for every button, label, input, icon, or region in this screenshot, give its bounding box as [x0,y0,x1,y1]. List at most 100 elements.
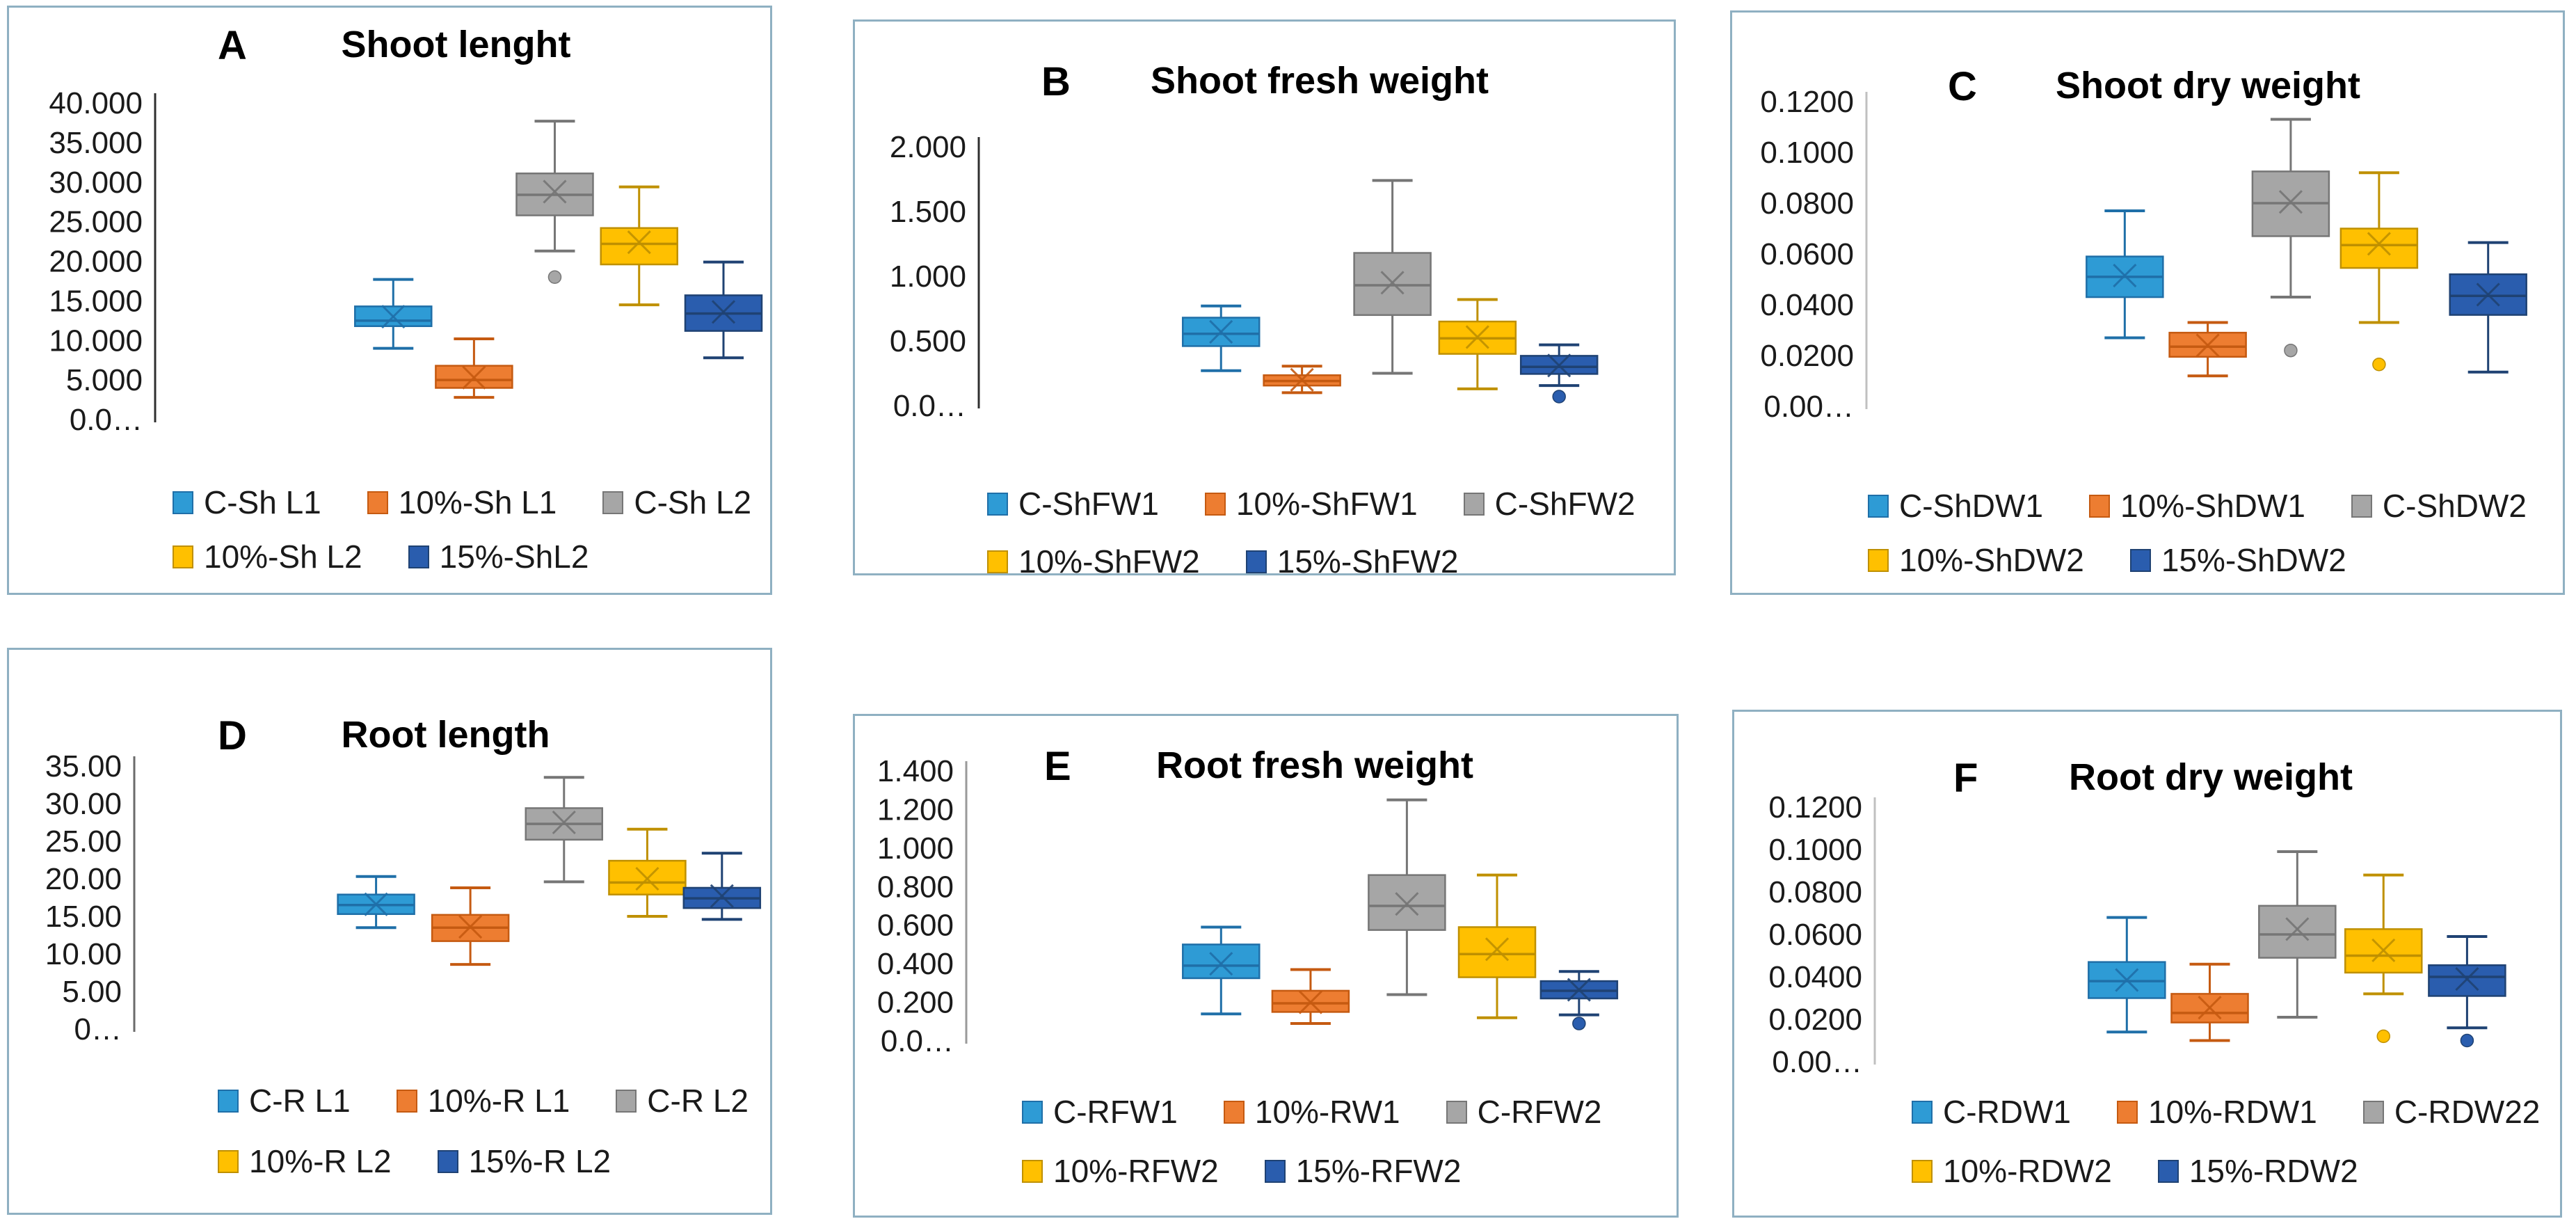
y-tick-label: 0.0800 [1760,186,1854,221]
legend-label: 15%-ShFW2 [1277,543,1459,575]
box-series-2 [1263,365,1341,395]
mean-marker [1380,271,1405,295]
y-tick-label: 1.000 [877,831,954,866]
panel-letter: D [218,713,247,758]
legend-label: 10%-ShFW2 [1018,543,1200,575]
legend-item: 15%-R L2 [437,1142,611,1180]
box-series-3 [2251,118,2330,358]
legend-label: 15%-ShDW2 [2161,542,2346,578]
mean-marker [1290,367,1314,392]
panel-letter: A [218,23,247,68]
box-series-5 [684,260,763,360]
legend-item: 10%-RFW2 [1022,1152,1219,1190]
box-series-5 [2449,241,2527,374]
y-tick-label: 25.000 [49,205,143,239]
box-series-5 [1519,343,1599,404]
legend-label: 10%-RDW1 [2147,1094,2317,1130]
legend-label: 15%-RDW2 [2189,1153,2358,1189]
mean-marker [1567,978,1591,1002]
chart-title: Shoot fresh weight [1151,60,1489,102]
panel-letter: C [1948,64,1977,109]
chart-panel-e: E Root fresh weight 1.400 1.200 1.000 0.800 0.… [853,714,1679,1218]
y-tick-label: 10.00 [45,937,122,971]
legend-swatch [1022,1100,1043,1124]
y-tick-label: 15.000 [49,284,143,318]
box-series-3 [525,776,604,884]
legend-item: C-RDW1 [1912,1093,2071,1131]
legend-swatch [2129,548,2151,572]
box-series-4 [2344,873,2423,1044]
outlier-point [1572,1017,1586,1030]
y-tick-label: 0.800 [877,870,954,904]
legend-swatch [1912,1100,1933,1124]
boxplot-plot: 1.400 1.200 1.000 0.800 0.600 0.400 0.200 0.0… [877,754,1619,1058]
box-series-3 [1368,798,1446,996]
legend-swatch [616,1089,637,1113]
chart-title: Shoot dry weight [2056,65,2360,106]
legend-item: 10%-Sh L1 [367,484,557,521]
legend-item: 15%-RFW2 [1264,1152,1462,1190]
y-tick-label: 35.00 [45,749,122,783]
legend-item: 10%-RDW2 [1912,1152,2112,1190]
boxplot-plot: 0.1200 0.1000 0.0800 0.0600 0.0400 0.0200 0.00… [1768,790,2506,1079]
y-tick-label: 0.00… [1772,1045,1862,1079]
legend-swatch [218,1089,239,1113]
mean-marker [711,300,736,324]
legend-row-1: C-Sh L1 10%-Sh L1 C-Sh L2 [173,484,751,521]
mean-marker [462,365,486,390]
box-series-1 [337,875,415,930]
box-rect [2339,228,2419,269]
legend-swatch [437,1149,458,1173]
legend-row-2: 10%-ShFW2 15%-ShFW2 [987,543,1459,575]
y-tick-label: 0.200 [877,986,954,1020]
y-tick-label: 5.000 [66,363,143,397]
y-tick-label: 0.500 [890,324,966,358]
legend-label: C-RDW1 [1943,1094,2071,1130]
boxplot-plot: 2.000 1.500 1.000 0.500 0.0… [890,130,1599,423]
box-rect [1182,943,1261,980]
legend-item: 10%-RDW1 [2116,1093,2317,1131]
y-tick-label: 15.00 [45,900,122,934]
y-tick-label: 25.00 [45,824,122,859]
legend-swatch [2157,1159,2179,1183]
legend-item: C-ShDW1 [1868,487,2043,525]
legend-label: 10%-Sh L2 [204,539,362,575]
legend-item: C-Sh L2 [602,484,751,521]
y-tick-label: 0.0… [70,403,143,437]
y-tick-label: 0.400 [877,947,954,981]
box-series-2 [431,886,510,966]
legend-item: 15%-ShDW2 [2129,541,2346,579]
legend-row-1: C-ShDW1 10%-ShDW1 C-ShDW2 [1868,487,2527,525]
box-series-4 [608,827,687,918]
y-tick-label: 0.1000 [1760,136,1854,170]
legend-label: 10%-R L1 [427,1083,570,1119]
legend-label: C-R L2 [647,1083,749,1119]
mean-marker [2115,968,2139,992]
outlier-point [547,270,562,284]
legend-row-1: C-RFW1 10%-RW1 C-RFW2 [1022,1093,1602,1131]
mean-marker [458,915,483,939]
legend-swatch [173,545,193,568]
legend-row-1: C-RDW1 10%-RDW1 C-RDW22 [1912,1093,2540,1131]
y-tick-label: 0.0400 [1760,288,1854,322]
legend-swatch [1912,1159,1933,1183]
box-rect [2168,331,2247,358]
legend-label: 10%-ShDW2 [1899,542,2084,578]
box-rect [600,227,678,266]
legend-label: 15%-ShL2 [439,539,589,575]
outlier-point [2372,358,2386,372]
mean-marker [2113,263,2137,288]
legend-label: C-ShFW2 [1494,486,1635,522]
mean-marker [2278,190,2303,214]
legend-item: 10%-R L1 [396,1082,570,1120]
mean-marker [1465,325,1489,349]
legend-label: 15%-RFW2 [1295,1153,1462,1189]
legend-item: 10%-ShDW2 [1868,541,2084,579]
legend-item: C-ShFW2 [1463,485,1635,523]
box-series-4 [1438,298,1517,390]
legend-item: 10%-Sh L2 [173,538,362,575]
legend-item: C-RFW1 [1022,1093,1178,1131]
y-tick-label: 2.000 [890,130,966,164]
box-series-1 [2086,209,2164,340]
